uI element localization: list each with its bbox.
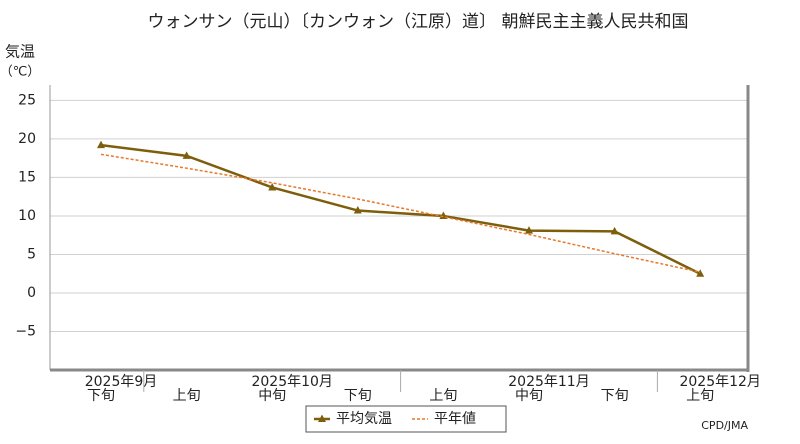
data-point [268,182,277,191]
legend-label: 平年値 [434,411,476,427]
x-group-label: 2025年9月 [85,374,158,390]
y-tick-label: 5 [27,246,36,262]
legend-marker [318,414,326,422]
data-point [353,206,362,214]
plot-background [50,85,748,370]
y-tick-label: 10 [18,208,36,224]
chart-title: ウォンサン（元山）〔カンウォン（江原）道〕 朝鮮民主主義人民共和国 [148,12,689,32]
legend-box [305,405,507,433]
y-tick-label: 25 [18,92,36,108]
y-tick-label: 20 [18,131,36,147]
data-point [182,151,191,159]
credit: CPD/JMA [701,419,748,432]
x-tick-label: 上旬 [173,388,201,404]
x-tick-label: 下旬 [344,388,372,404]
x-group-label: 2025年11月 [508,374,589,390]
y-tick-label: 0 [27,285,36,301]
legend-label: 平均気温 [336,411,392,427]
y-tick-label: −5 [15,323,36,339]
x-tick-label: 上旬 [686,388,714,404]
series-line [100,143,701,275]
data-point [97,140,105,149]
y-axis-unit: （℃） [0,65,40,80]
data-point [610,226,619,235]
x-tick-label: 上旬 [429,388,457,404]
x-tick-label: 下旬 [601,388,629,404]
data-point [696,269,705,277]
series-line [100,153,701,273]
x-tick-label: 下旬 [87,388,115,404]
x-group-label: 2025年10月 [251,374,332,390]
x-tick-label: 中旬 [515,388,543,404]
x-tick-label: 中旬 [258,388,286,404]
data-point [525,226,533,234]
x-group-label: 2025年12月 [679,374,760,390]
y-axis-label: 気温 [5,43,35,61]
y-tick-label: 15 [18,169,36,185]
